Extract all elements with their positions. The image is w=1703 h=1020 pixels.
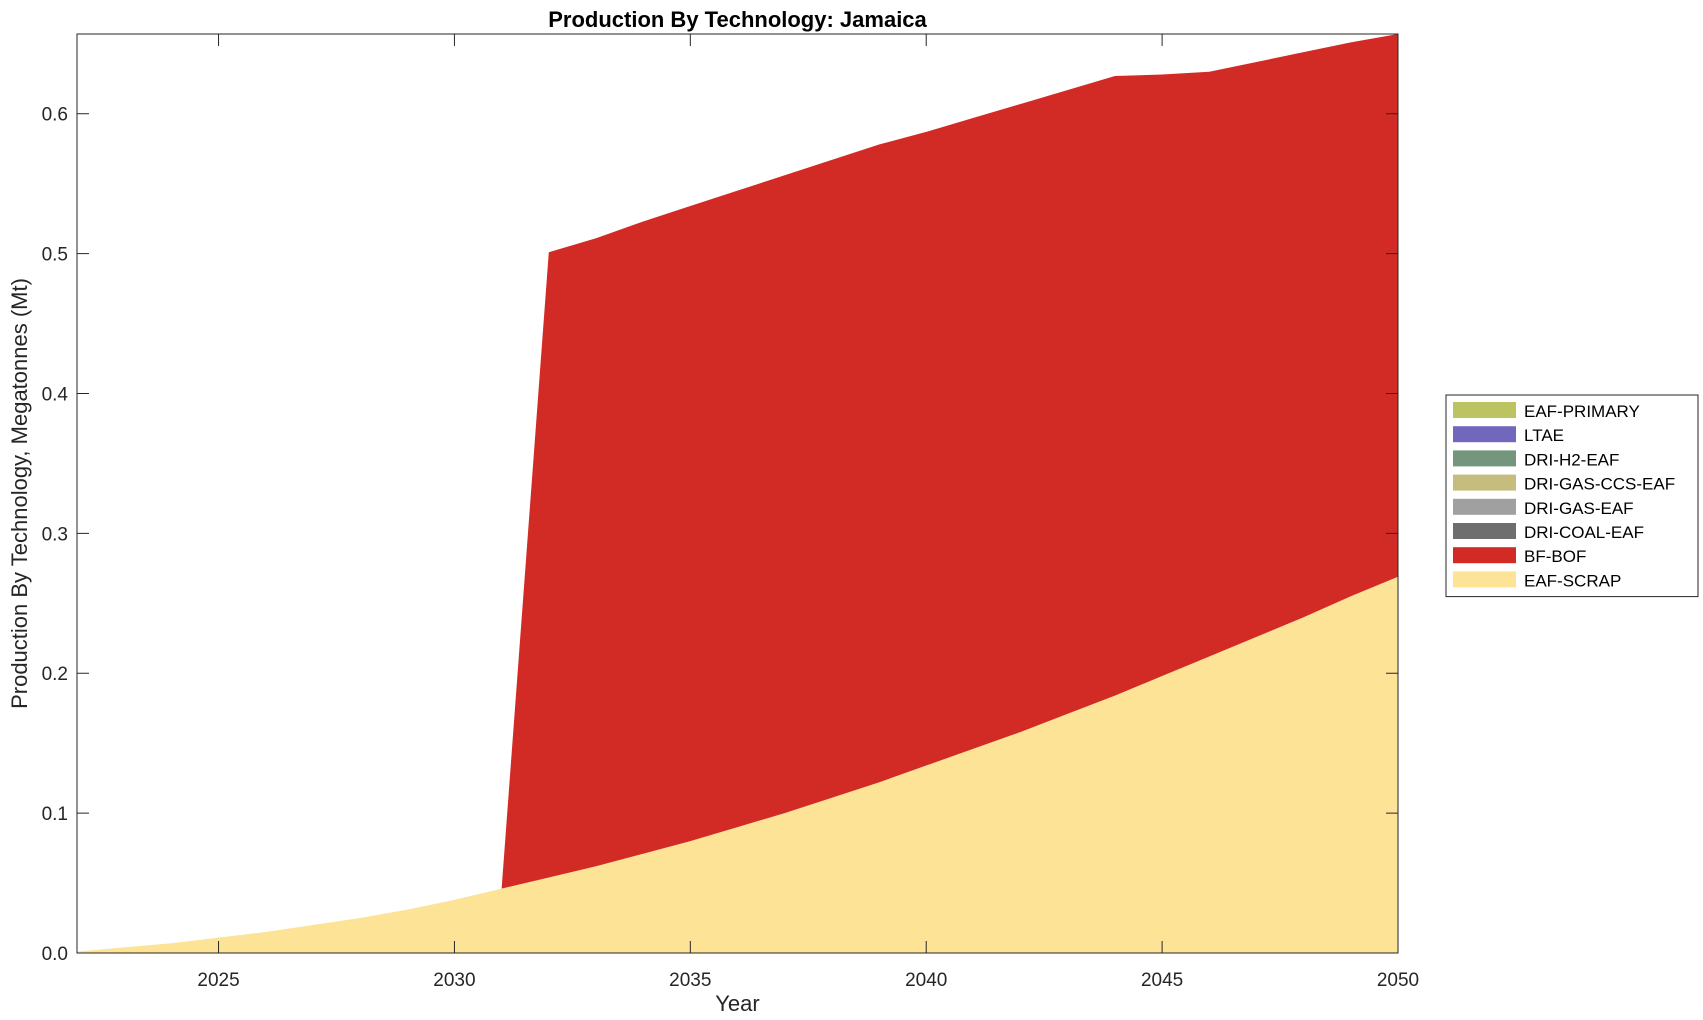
- legend-swatch: [1453, 450, 1516, 467]
- legend-swatch: [1453, 498, 1516, 515]
- legend-box: [1445, 394, 1699, 598]
- legend-label: DRI-GAS-EAF: [1524, 499, 1634, 518]
- x-tick-label: 2030: [433, 970, 475, 991]
- y-tick-label: 0.4: [42, 384, 69, 405]
- legend-swatch: [1453, 571, 1516, 588]
- legend-swatch: [1453, 523, 1516, 539]
- y-tick-label: 0.5: [42, 245, 68, 266]
- x-tick-label: 2035: [669, 970, 711, 991]
- legend-swatch: [1453, 402, 1516, 418]
- legend-label: BF-BOF: [1524, 547, 1586, 566]
- legend-swatch: [1453, 547, 1516, 564]
- x-tick-label: 2050: [1377, 970, 1419, 991]
- y-axis-label: Production By Technology, Megatonnes (Mt…: [7, 278, 32, 709]
- legend-label: DRI-COAL-EAF: [1524, 523, 1644, 542]
- y-tick-label: 0.3: [42, 524, 68, 545]
- x-axis-label: Year: [715, 991, 759, 1016]
- area-bf-bof: [77, 34, 1398, 952]
- y-tick-label: 0.1: [42, 804, 68, 825]
- x-tick-label: 2025: [197, 970, 239, 991]
- area-series-layer: [77, 34, 1398, 953]
- legend-label: LTAE: [1524, 426, 1564, 445]
- axis-ticks: 2025 2030 2035 2040 2045 2050 0.0 0.1 0.2 0.3 0.4 0…: [42, 34, 1419, 991]
- legend: EAF-PRIMARY LTAE DRI-H2-EAF DRI-GAS-CCS-EAF…: [1445, 394, 1699, 598]
- x-tick-label: 2040: [905, 970, 947, 991]
- legend-label: EAF-PRIMARY: [1524, 402, 1640, 421]
- x-tick-label: 2045: [1141, 970, 1183, 991]
- legend-label: EAF-SCRAP: [1524, 571, 1621, 590]
- legend-label: DRI-H2-EAF: [1524, 450, 1619, 469]
- y-tick-label: 0.0: [42, 944, 68, 965]
- chart-title: Production By Technology: Jamaica: [548, 7, 927, 32]
- plot-frame: [76, 33, 1399, 954]
- legend-swatch: [1453, 426, 1516, 443]
- legend-label: DRI-GAS-CCS-EAF: [1524, 475, 1675, 494]
- legend-swatch: [1453, 474, 1516, 491]
- y-tick-label: 0.6: [42, 105, 68, 126]
- area-eaf-scrap: [77, 576, 1398, 953]
- y-tick-label: 0.2: [42, 664, 68, 685]
